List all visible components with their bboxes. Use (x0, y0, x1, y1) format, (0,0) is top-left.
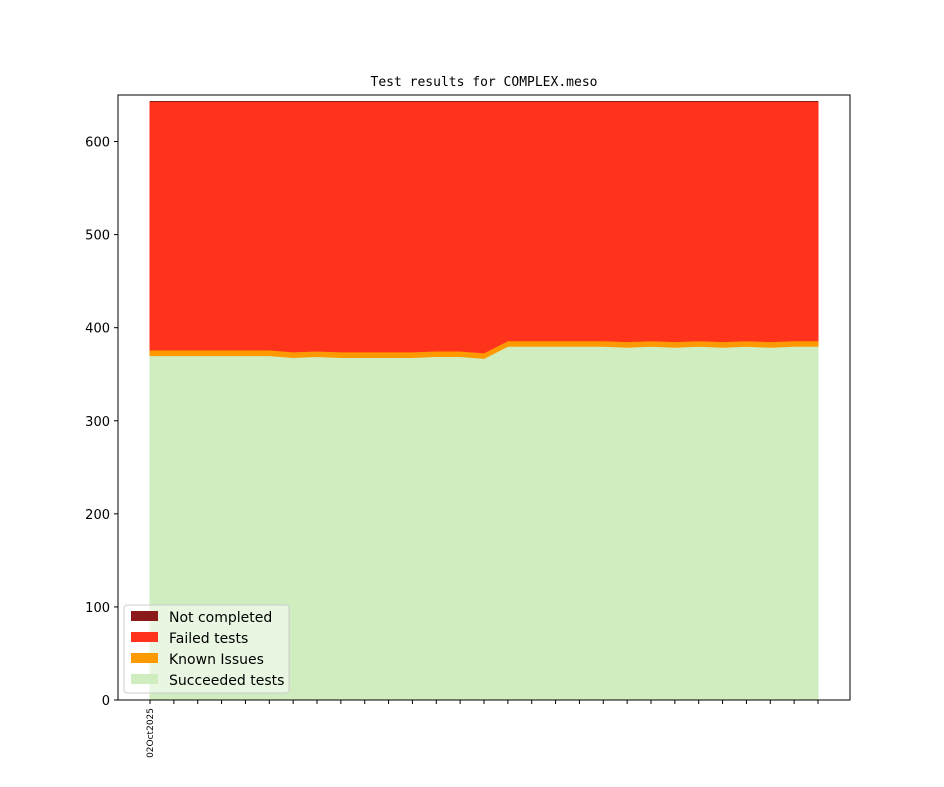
legend-box (123, 604, 290, 694)
y-tick-label: 300 (85, 415, 110, 430)
legend-label: Succeeded tests (169, 673, 284, 689)
area-failed-tests (149, 101, 819, 354)
legend: Not completed Failed tests Known Issues Suc… (123, 604, 290, 694)
legend-swatch (131, 653, 158, 663)
legend-swatch (131, 632, 158, 642)
legend-swatch (131, 674, 158, 684)
x-axis: 02Oct2025 (146, 700, 819, 758)
x-tick-label: 02Oct2025 (146, 708, 156, 758)
legend-swatch (131, 611, 158, 621)
y-tick-label: 100 (85, 601, 110, 616)
y-tick-label: 600 (85, 136, 110, 151)
legend-label: Not completed (169, 610, 272, 626)
y-tick-label: 400 (85, 322, 110, 337)
legend-label: Known Issues (169, 652, 264, 668)
plot-frame (117, 94, 851, 701)
legend-label: Failed tests (169, 631, 248, 647)
y-tick-label: 0 (102, 694, 110, 709)
y-tick-label: 200 (85, 508, 110, 523)
area-series-group (149, 101, 819, 701)
y-axis: 0 100 200 300 400 500 600 (85, 136, 118, 709)
y-tick-label: 500 (85, 229, 110, 244)
chart-title: Test results for COMPLEX.meso (371, 75, 598, 90)
